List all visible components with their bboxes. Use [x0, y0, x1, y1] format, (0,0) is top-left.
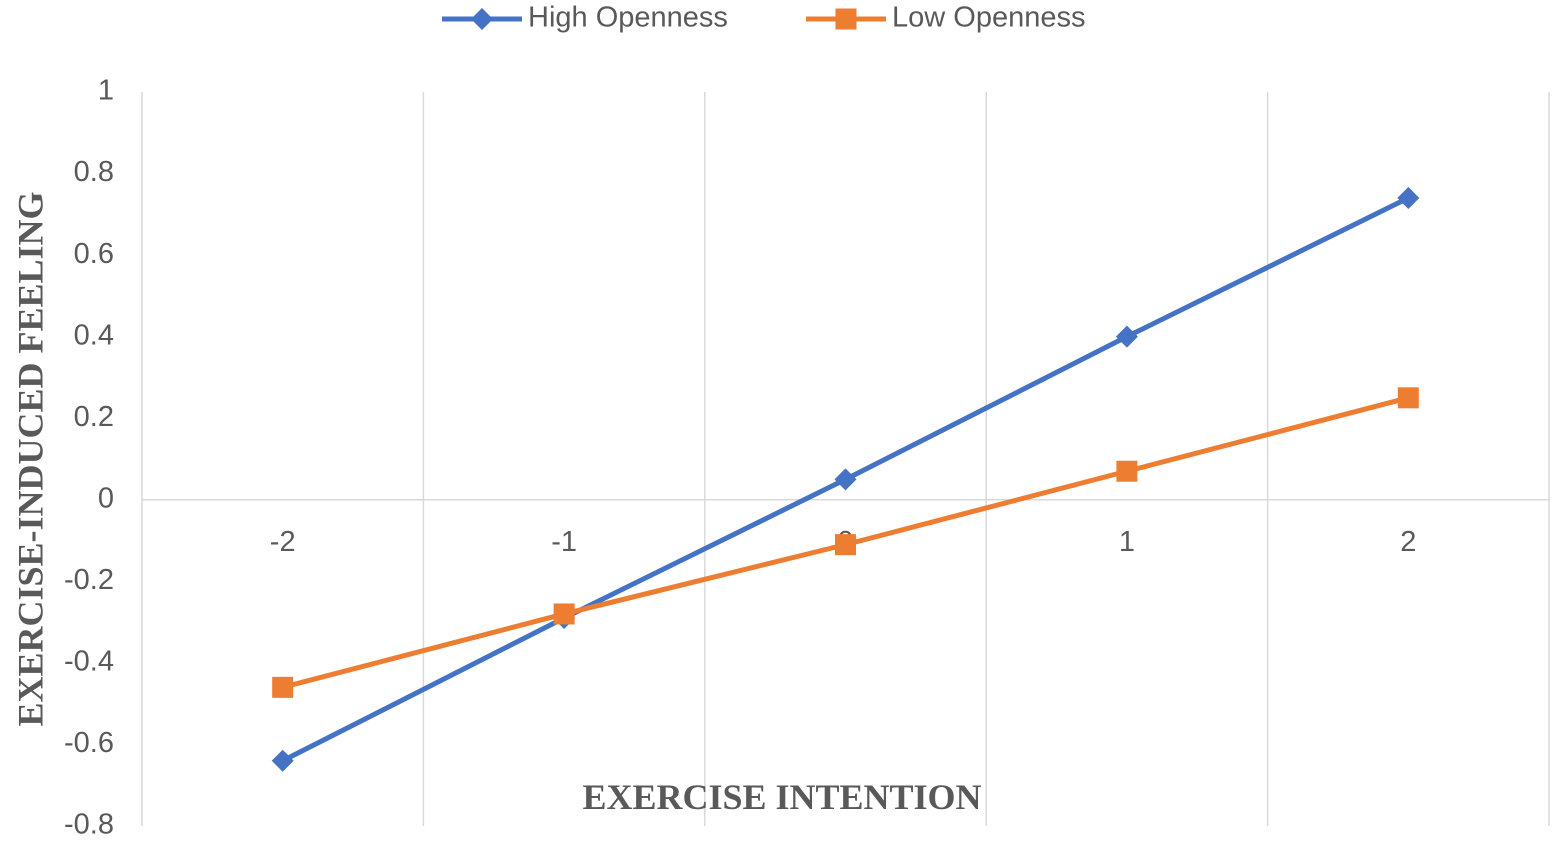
- data-point: [834, 468, 857, 491]
- y-axis-ticks: 1 0.8 0.6 0.4 0.2 0 -0.2 -0.4 -0.6 -0.8: [64, 75, 114, 841]
- legend-label: Low Openness: [892, 2, 1085, 34]
- legend-marker: [471, 8, 493, 30]
- data-point: [1115, 325, 1138, 348]
- y-tick-label: -0.6: [64, 727, 114, 759]
- y-tick-label: 1: [98, 75, 114, 107]
- y-tick-label: 0.8: [74, 156, 114, 188]
- x-axis-title: EXERCISE INTENTION: [582, 777, 981, 817]
- y-tick-label: -0.8: [64, 809, 114, 841]
- y-tick-label: -0.2: [64, 564, 114, 596]
- y-tick-label: 0.6: [74, 238, 114, 270]
- data-point: [553, 603, 575, 625]
- x-tick-label: 2: [1400, 526, 1416, 558]
- data-point: [1397, 387, 1419, 409]
- data-series: [271, 187, 1420, 772]
- y-tick-label: -0.4: [64, 646, 114, 678]
- data-point: [835, 534, 856, 556]
- legend: High Openness Low Openness: [442, 2, 1085, 34]
- x-tick-label: 1: [1119, 526, 1135, 558]
- legend-item: Low Openness: [806, 2, 1085, 34]
- legend-item: High Openness: [442, 2, 728, 34]
- series-1: [272, 387, 1419, 698]
- data-point: [271, 749, 294, 772]
- data-point: [272, 676, 294, 698]
- grid-lines: [141, 92, 1550, 826]
- data-point: [1116, 460, 1138, 482]
- y-tick-label: 0: [98, 482, 114, 514]
- x-axis-ticks: -2-1012: [270, 526, 1417, 558]
- x-tick-label: -1: [551, 526, 577, 558]
- y-tick-label: 0.4: [74, 319, 114, 351]
- y-tick-label: 0.2: [74, 401, 114, 433]
- series-0: [271, 187, 1420, 772]
- legend-marker: [835, 8, 857, 30]
- data-point: [1397, 187, 1420, 210]
- x-tick-label: -2: [270, 526, 296, 558]
- legend-label: High Openness: [528, 2, 728, 34]
- y-axis-title: EXERCISE-INDUCED FEELING: [10, 191, 50, 726]
